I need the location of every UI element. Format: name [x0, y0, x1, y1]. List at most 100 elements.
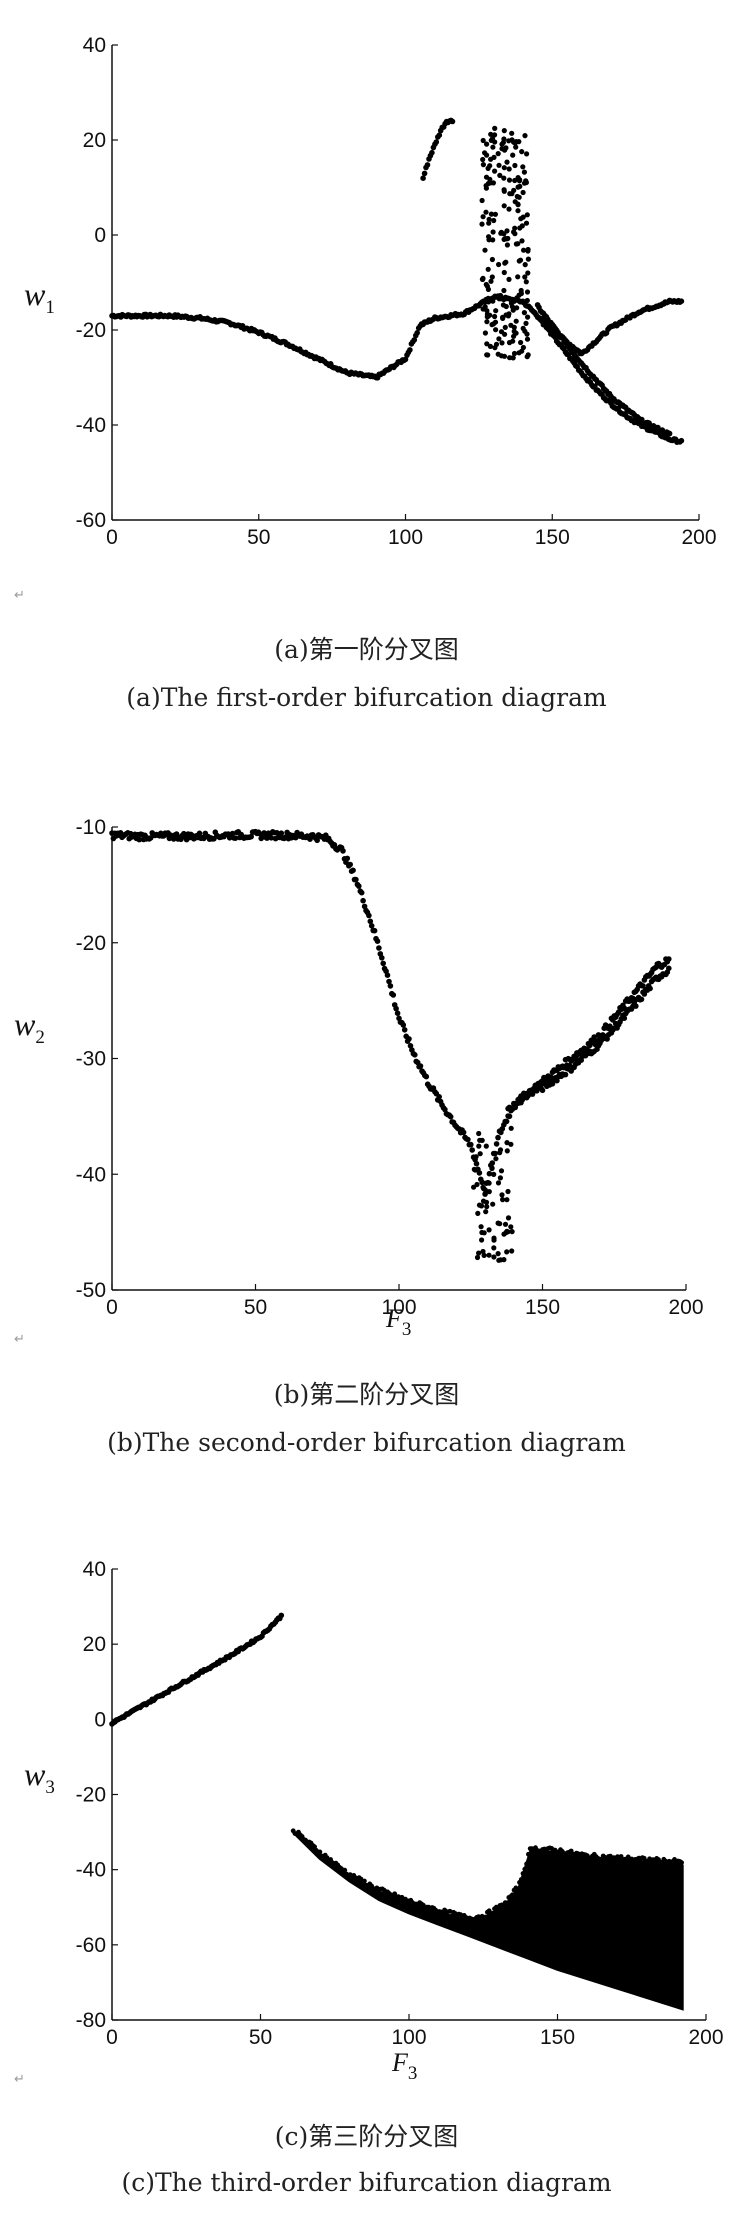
data-point [503, 1118, 510, 1125]
data-point [312, 1844, 317, 1850]
chaos-point [478, 1203, 485, 1209]
chaos-point [508, 1224, 514, 1230]
chaos-point [507, 191, 513, 197]
chaos-point [502, 324, 508, 330]
chaos-point [504, 242, 510, 248]
data-point [423, 1073, 430, 1080]
data-point [232, 835, 239, 841]
data-point [490, 1910, 496, 1916]
chaos-point [492, 313, 498, 320]
y-tick-label: -40 [76, 1163, 106, 1186]
x-tick-label: 50 [244, 1296, 267, 1319]
chaos-point [499, 340, 505, 346]
data-point [526, 1851, 531, 1857]
x-tick-label: 100 [388, 526, 423, 549]
chaos-point [487, 343, 493, 349]
chaos-point [500, 302, 506, 308]
chaos-point [520, 164, 526, 170]
chaos-point [485, 299, 492, 305]
chaos-point [492, 211, 498, 217]
chaos-point [497, 172, 503, 178]
chaos-point [511, 350, 518, 357]
y-tick-label: -10 [76, 816, 106, 839]
data-point [307, 836, 313, 842]
chaos-point [496, 162, 502, 168]
data-point [465, 1136, 471, 1143]
chaos-point [492, 125, 498, 131]
chaos-point [513, 144, 519, 150]
chaos-point [493, 1156, 499, 1162]
x-tick-label: 150 [525, 1296, 560, 1319]
chaos-point [521, 247, 527, 253]
chaos-point [524, 336, 531, 342]
caption-b-cn: (b)第二阶分叉图 [273, 1380, 460, 1409]
chaos-point [474, 1254, 481, 1261]
chaos-point [522, 133, 528, 139]
y-tick-label: -80 [76, 2009, 106, 2032]
data-point [483, 1914, 488, 1920]
chaos-point [518, 339, 524, 346]
chaos-point [515, 274, 521, 280]
data-point [350, 867, 356, 874]
chaos-point [513, 318, 519, 324]
y-tick-label: 20 [83, 129, 106, 152]
paragraph-mark: ↵ [14, 588, 25, 603]
chaos-point [484, 341, 490, 347]
chaos-point [486, 234, 492, 240]
chaos-point [508, 296, 514, 302]
data-point [659, 1860, 665, 1866]
data-point [278, 830, 285, 836]
chaos-point [486, 1189, 492, 1195]
chaos-point [509, 1229, 515, 1235]
chaos-point [525, 256, 532, 262]
data-point [633, 1003, 639, 1009]
chaos-point [487, 163, 493, 169]
chaos-point [486, 1180, 492, 1186]
chaos-point [481, 1230, 487, 1236]
chaos-point [483, 1209, 489, 1215]
x-axis-label: F3 [385, 1304, 411, 1340]
y-axis-label: w3 [24, 1756, 55, 1798]
paragraph-mark: ↵ [14, 1332, 25, 1347]
data-point [268, 835, 275, 841]
chaos-point [510, 152, 516, 158]
y-axis-label: w2 [14, 1006, 45, 1048]
chaos-point [490, 237, 496, 243]
paragraph-mark: ↵ [14, 2072, 25, 2087]
chaos-point [495, 1180, 502, 1186]
data-point [518, 1877, 524, 1882]
data-point [406, 1036, 412, 1042]
chaos-point [517, 225, 523, 231]
data-point [411, 337, 418, 343]
data-point [522, 1866, 528, 1872]
data-point [479, 1179, 486, 1186]
data-point [666, 965, 672, 972]
chaos-point [490, 180, 496, 186]
data-point [429, 149, 435, 156]
chaos-point [509, 130, 515, 136]
chaos-point [501, 353, 508, 359]
caption-a-cn: (a)第一阶分叉图 [274, 635, 459, 664]
chaos-point [504, 1148, 510, 1154]
chaos-point [492, 168, 498, 174]
x-tick-label: 0 [106, 1296, 118, 1319]
chaos-point [524, 289, 531, 295]
chaos-point [506, 177, 513, 183]
chaos-point [498, 1257, 504, 1263]
chaos-point [504, 159, 510, 165]
chaos-point [515, 208, 521, 214]
chaos-point [490, 298, 496, 304]
data-point [314, 837, 321, 844]
chaos-point [490, 1201, 496, 1207]
chaos-point [486, 216, 492, 222]
chaos-point [514, 193, 520, 200]
data-point [501, 1904, 506, 1910]
chaos-point [491, 217, 497, 224]
chaos-point [480, 214, 486, 220]
x-tick-label: 200 [688, 2026, 723, 2049]
chaos-point [511, 187, 517, 193]
chaos-point [518, 290, 525, 297]
data-point [495, 1906, 501, 1912]
chaos-point [504, 1249, 510, 1255]
